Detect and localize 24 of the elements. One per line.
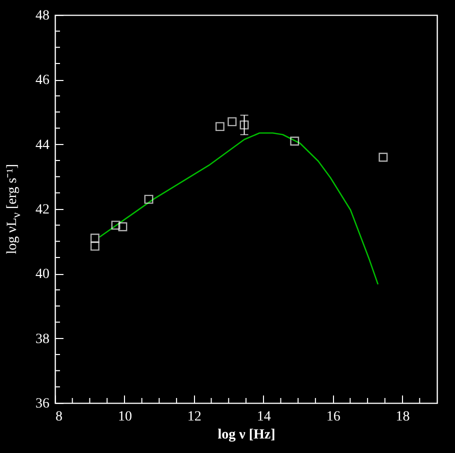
y-tick-label: 40 — [36, 267, 50, 282]
point — [228, 117, 237, 126]
y-tick-label: 44 — [36, 138, 50, 153]
x-tick-label: 18 — [396, 410, 410, 424]
point — [144, 194, 154, 204]
point — [215, 122, 224, 132]
point — [240, 120, 249, 130]
point — [290, 136, 300, 146]
point — [378, 152, 388, 162]
y-tick-label: 36 — [36, 396, 50, 412]
point — [118, 222, 128, 232]
point — [90, 242, 100, 251]
point — [90, 234, 100, 243]
x-tick-label: 14 — [256, 410, 271, 424]
x-tick-label: 8 — [56, 410, 62, 424]
y-tick-label: 42 — [36, 202, 50, 218]
x-tick-label: 12 — [187, 410, 202, 424]
x-axis-title: log ν [Hz] — [218, 428, 276, 442]
x-tick-label: 16 — [326, 410, 340, 424]
y-tick-label: 46 — [36, 73, 50, 88]
point — [111, 220, 120, 230]
y-tick-label: 38 — [36, 332, 50, 347]
y-tick-label: 48 — [36, 8, 50, 24]
x-tick-label: 10 — [118, 410, 132, 424]
